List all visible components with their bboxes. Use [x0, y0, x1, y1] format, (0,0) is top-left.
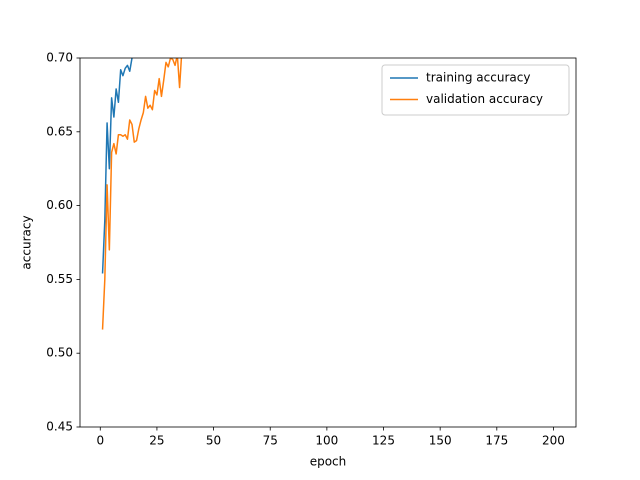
y-tick-label: 0.45	[46, 420, 73, 434]
x-tick-label: 200	[542, 434, 565, 448]
x-tick-label: 0	[96, 434, 104, 448]
x-tick-label: 25	[149, 434, 164, 448]
x-tick-label: 125	[372, 434, 395, 448]
x-tick-label: 75	[263, 434, 278, 448]
data-line	[101, 58, 133, 274]
x-axis-label: epoch	[310, 455, 347, 469]
legend-label: training accuracy	[426, 71, 530, 85]
x-tick-label: 100	[315, 434, 338, 448]
legend-label: validation accuracy	[426, 92, 543, 106]
x-tick-label: 50	[206, 434, 221, 448]
data-line	[101, 58, 183, 330]
y-tick-label: 0.50	[46, 346, 73, 360]
x-tick-label: 175	[485, 434, 508, 448]
y-tick-label: 0.55	[46, 272, 73, 286]
legend-box	[381, 64, 570, 116]
y-axis-label: accuracy	[20, 215, 34, 269]
axes-frame	[79, 57, 577, 428]
y-tick-label: 0.65	[46, 124, 73, 138]
y-tick-label: 0.60	[46, 198, 73, 212]
y-tick-label: 0.70	[46, 51, 73, 65]
plot-area	[101, 58, 183, 330]
x-tick-label: 150	[429, 434, 452, 448]
